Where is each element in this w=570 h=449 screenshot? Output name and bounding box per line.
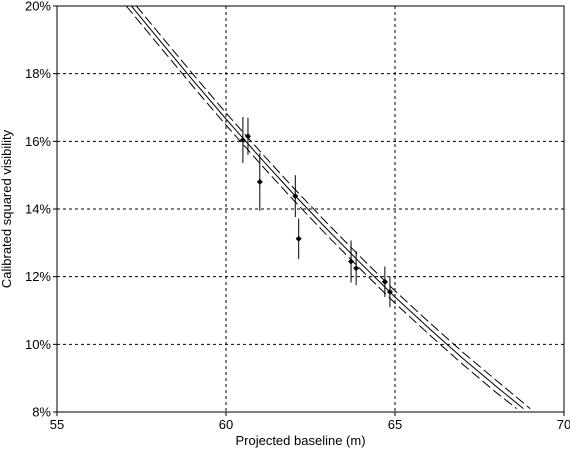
y-tick-label: 12% [25, 269, 51, 284]
data-point [348, 258, 355, 265]
y-tick-label: 10% [25, 337, 51, 352]
y-tick-label: 20% [25, 0, 51, 14]
data-point [381, 278, 388, 285]
x-tick-label: 60 [219, 417, 233, 432]
y-tick-label: 8% [32, 405, 51, 420]
grid-lines [57, 6, 564, 412]
data-point [256, 178, 263, 185]
model-curves [125, 6, 531, 409]
data-point [295, 235, 302, 242]
y-tick-label: 14% [25, 202, 51, 217]
model-curve [131, 6, 524, 409]
data-point [292, 193, 299, 200]
x-axis-title: Projected baseline (m) [235, 433, 365, 448]
y-tick-label: 16% [25, 134, 51, 149]
x-tick-label: 55 [50, 417, 64, 432]
data-point [239, 136, 246, 143]
y-axis-title: Calibrated squared visibility [0, 129, 14, 288]
data-points [239, 116, 393, 308]
model-bound-curve [125, 6, 518, 409]
data-point [244, 133, 251, 140]
x-tick-label: 70 [557, 417, 570, 432]
tick-labels: 8% 10% 12% 14% 16% 18% 20% 55 60 65 70 [25, 0, 570, 432]
model-bound-curve [136, 6, 531, 409]
x-tick-label: 65 [388, 417, 402, 432]
y-tick-label: 18% [25, 66, 51, 81]
data-point [386, 288, 393, 295]
data-point [353, 265, 360, 272]
